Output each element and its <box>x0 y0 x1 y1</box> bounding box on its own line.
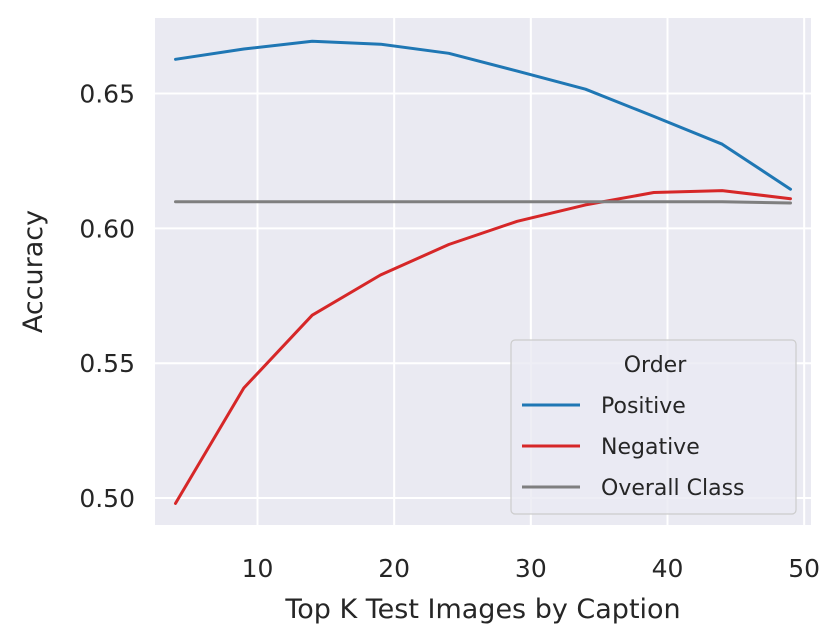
legend-label-overall-class: Overall Class <box>601 476 745 501</box>
y-tick-labels: 0.50 0.55 0.60 0.65 <box>79 80 135 514</box>
legend-label-negative: Negative <box>601 435 700 460</box>
legend: Order Positive Negative Overall Class <box>510 339 797 515</box>
legend-box <box>510 339 797 515</box>
x-tick-label: 50 <box>788 554 820 583</box>
y-tick-label: 0.50 <box>79 484 135 513</box>
x-tick-labels: 10 20 30 40 50 <box>242 554 820 583</box>
y-tick-label: 0.55 <box>79 349 135 378</box>
legend-label-positive: Positive <box>601 394 686 419</box>
x-tick-label: 20 <box>378 554 410 583</box>
legend-items: Positive Negative Overall Class <box>522 394 745 501</box>
x-axis-title: Top K Test Images by Caption <box>284 594 680 625</box>
y-tick-label: 0.65 <box>79 80 135 109</box>
legend-title: Order <box>624 353 687 378</box>
series-line-negative <box>174 189 792 505</box>
series-line-positive <box>174 39 792 191</box>
y-axis-title: Accuracy <box>18 210 49 333</box>
series-line-overall-class <box>174 200 792 205</box>
x-tick-label: 10 <box>242 554 274 583</box>
series-lines <box>174 39 792 505</box>
y-tick-label: 0.60 <box>79 214 135 243</box>
x-tick-label: 30 <box>515 554 547 583</box>
x-tick-label: 40 <box>652 554 684 583</box>
